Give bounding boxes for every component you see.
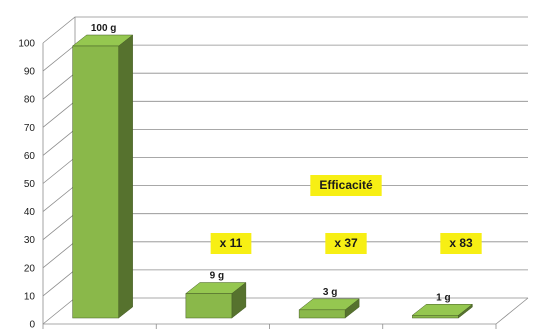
data-label: 1 g [436,292,450,303]
annotation-background [440,233,482,254]
data-labels: 100 g 9 g 3 g 1 g [91,23,451,303]
y-tick-label: 0 [29,320,35,331]
y-tick-label: 40 [24,207,36,218]
y-tick-label: 100 [18,39,35,50]
y-tick-label: 80 [24,95,36,106]
y-tick-label: 60 [24,151,36,162]
annotation-background [210,233,252,254]
y-axis-ticks: 0 10 20 30 40 50 60 70 80 90 100 [18,39,35,331]
annotation-box: x 11 [210,233,252,254]
bar-front [298,309,346,319]
data-label: 3 g [323,287,337,298]
y-tick-label: 30 [24,235,36,246]
annotation-box: Efficacité [310,175,382,196]
data-label: 9 g [210,271,224,282]
annotation-text: x 11 [220,236,243,250]
y-tick-label: 50 [24,179,36,190]
bar-front [412,315,459,319]
annotation-background [325,233,367,254]
bar-front [185,293,233,319]
annotation-text: x 37 [334,236,358,250]
annotation-background [310,175,382,196]
bar-front [72,45,119,319]
annotation-box: x 83 [440,233,482,254]
annotation-box: x 37 [325,233,367,254]
annotation-text: x 83 [449,236,473,250]
annotations: Efficacité x 11 x 37 x 83 [210,175,482,254]
bar [298,298,360,319]
floor-right-edge [495,297,529,325]
bar-side [118,34,133,319]
annotation-text: Efficacité [319,178,373,192]
bar [71,34,134,319]
y-tick-label: 10 [24,291,36,302]
bar [185,282,247,319]
y-tick-label: 70 [24,123,36,134]
bars [71,34,474,319]
y-tick-label: 20 [24,263,36,274]
data-label: 100 g [91,23,117,34]
bar [411,303,474,319]
y-tick-label: 90 [24,67,36,78]
